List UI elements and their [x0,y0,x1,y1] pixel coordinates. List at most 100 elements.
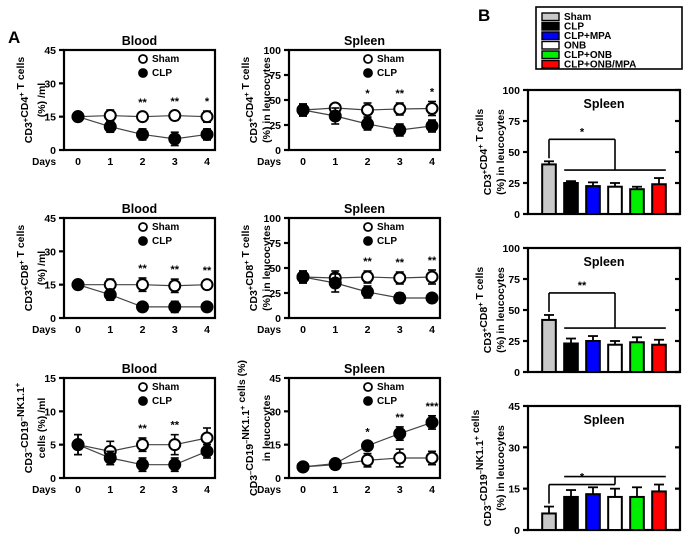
svg-text:**: ** [363,256,372,268]
svg-text:0: 0 [75,324,81,336]
line-chart-a-cd4-spleen: Spleen 0 25 50 75 100 0 1 2 3 4 Days CD3+CD4+ T cell… [240,34,442,168]
bar-0 [541,512,557,531]
svg-text:3: 3 [397,156,403,168]
svg-text:5: 5 [50,440,56,452]
line-chart-a-cd8-blood: Blood 0 15 30 45 0 1 2 3 4 Days CD3+CD8+ T cells(%)… [15,202,217,336]
x-axis-label: Days [257,325,281,336]
legend-label-1: CLP [564,22,584,33]
svg-text:(%) /ml: (%) /ml [36,83,48,118]
svg-text:CLP: CLP [152,236,172,247]
svg-text:CD3+CD8+ T cells: CD3+CD8+ T cells [240,225,260,312]
svg-text:Sham: Sham [152,222,179,233]
svg-text:(%) in leucocytes: (%) in leucocytes [261,225,273,311]
chart-cd4-blood: Blood 0 15 30 45 0 1 2 3 4 Days CD3+CD4+ T cells (%)… [15,30,223,180]
bar-chart-b-cd4-spleen: Spleen 0 25 50 75 100 CD3+CD4+ T cells (%) in l… [474,85,682,221]
svg-text:**: ** [138,97,147,109]
svg-text:50: 50 [508,305,520,317]
svg-text:15: 15 [44,280,56,292]
svg-text:CD3+CD4+ T cells: CD3+CD4+ T cells [474,109,494,196]
significance-marker: ** [578,280,587,292]
svg-text:Sham: Sham [152,54,179,65]
line-chart-a-cd4-blood: Blood 0 15 30 45 0 1 2 3 4 Days CD3+CD4+ T cells(%)… [15,34,217,168]
svg-text:2: 2 [365,484,371,496]
svg-text:(%) in leucocytes: (%) in leucocytes [261,57,273,143]
svg-text:30: 30 [269,406,281,418]
svg-text:cells (%) /ml: cells (%) /ml [36,398,48,459]
bar-5 [651,183,667,215]
svg-text:CD3+CD4+ T cells: CD3+CD4+ T cells [240,57,260,144]
bar-chart-b-nk-spleen: Spleen 0 15 30 45 CD3–CD19–NK1.1+ cells(%) in… [470,401,682,537]
chart-title: Spleen [344,362,385,376]
svg-text:*: * [205,96,210,108]
legend-swatch-2 [541,31,560,41]
svg-text:3: 3 [172,156,178,168]
svg-text:45: 45 [269,373,281,385]
svg-text:0: 0 [50,145,56,157]
svg-text:45: 45 [508,401,520,413]
svg-text:75: 75 [508,116,520,128]
svg-text:75: 75 [269,238,281,250]
svg-text:CLP: CLP [152,396,172,407]
chart-b-cd4-spleen: Spleen 0 25 50 75 100 CD3+CD4+ T cells (%) in l… [474,74,688,224]
x-axis-label: Days [32,485,56,496]
svg-text:1: 1 [332,484,338,496]
svg-text:15: 15 [44,112,56,124]
svg-text:10: 10 [44,406,56,418]
svg-text:CD3+CD8+ T cells: CD3+CD8+ T cells [474,267,494,354]
chart-title: Spleen [344,202,385,216]
svg-text:(%) in leucocytes: (%) in leucocytes [495,425,507,511]
svg-text:**: ** [170,420,179,432]
chart-cd8-blood: Blood 0 15 30 45 0 1 2 3 4 Days CD3+CD8+ T cells (%)… [15,198,223,348]
bar-4 [629,341,645,373]
svg-text:50: 50 [508,147,520,159]
bar-2 [585,185,601,215]
svg-text:2: 2 [140,156,146,168]
svg-text:0: 0 [514,367,520,379]
svg-text:CLP: CLP [377,236,397,247]
svg-text:50: 50 [269,263,281,275]
line-chart-a-cd8-spleen: Spleen 0 25 50 75 100 0 1 2 3 4 Days CD3+CD8+ T cell… [240,202,442,336]
bar-0 [541,163,557,215]
legend-swatch-5 [541,59,560,69]
bar-1 [563,495,579,531]
svg-text:15: 15 [269,440,281,452]
svg-text:30: 30 [508,442,520,454]
svg-text:**: ** [170,96,179,108]
svg-text:1: 1 [332,156,338,168]
legend-label-4: CLP+ONB [564,50,612,61]
svg-text:*: * [365,426,370,438]
svg-text:1: 1 [332,324,338,336]
svg-text:(%) in leucocytes: (%) in leucocytes [495,109,507,195]
svg-text:1: 1 [107,156,113,168]
svg-text:(%) in leucocytes: (%) in leucocytes [495,267,507,353]
legend-panel-b: Sham CLP CLP+MPA ONB CLP+ONB CLP+ONB/MPA [535,6,683,71]
svg-text:**: ** [138,263,147,275]
svg-text:45: 45 [44,45,56,57]
svg-text:3: 3 [397,484,403,496]
svg-text:4: 4 [204,324,210,336]
panel-a-letter: A [8,28,21,47]
svg-text:3: 3 [172,324,178,336]
bar-1 [563,182,579,215]
svg-text:15: 15 [44,373,56,385]
svg-text:45: 45 [44,213,56,225]
svg-text:1: 1 [107,324,113,336]
svg-text:0: 0 [75,484,81,496]
bar-2 [585,493,601,532]
svg-text:CLP: CLP [377,396,397,407]
svg-text:75: 75 [508,274,520,286]
legend-swatch-4 [541,50,560,60]
svg-text:***: *** [426,401,440,413]
svg-text:*: * [365,88,370,100]
svg-text:2: 2 [365,156,371,168]
legend-label-0: Sham [564,12,591,23]
svg-text:4: 4 [204,484,210,496]
svg-text:25: 25 [508,178,520,190]
svg-text:1: 1 [107,484,113,496]
x-axis-label: Days [257,157,281,168]
bar-chart-b-cd8-spleen: Spleen 0 25 50 75 100 CD3+CD8+ T cells (%) in l… [474,243,682,379]
legend-swatch-0 [541,12,560,22]
legend-label-5: CLP+ONB/MPA [564,60,636,71]
bar-0 [541,318,557,373]
svg-text:3: 3 [397,324,403,336]
